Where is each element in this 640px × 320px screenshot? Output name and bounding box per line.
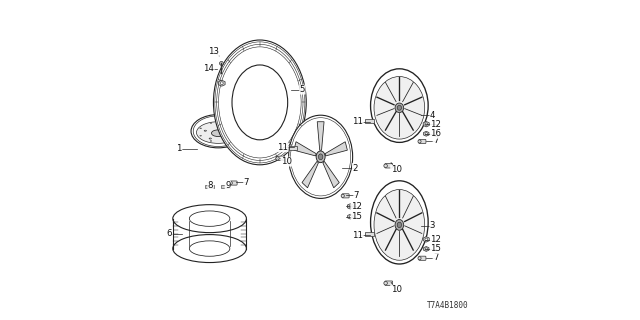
Ellipse shape (316, 151, 325, 163)
Text: 11: 11 (352, 231, 364, 240)
Text: 15: 15 (430, 244, 442, 253)
Circle shape (349, 215, 351, 218)
Text: 11: 11 (352, 117, 364, 126)
Text: 7: 7 (433, 136, 438, 145)
Circle shape (418, 257, 421, 260)
Circle shape (384, 164, 387, 168)
Ellipse shape (200, 135, 202, 136)
Polygon shape (424, 246, 429, 252)
FancyBboxPatch shape (205, 185, 214, 188)
Polygon shape (348, 204, 353, 209)
Text: 11: 11 (277, 143, 288, 152)
Text: 8: 8 (208, 181, 213, 190)
FancyBboxPatch shape (230, 181, 237, 185)
FancyBboxPatch shape (385, 164, 393, 168)
Polygon shape (325, 142, 348, 156)
Text: 10: 10 (390, 165, 402, 174)
Circle shape (341, 194, 344, 197)
Text: 12: 12 (430, 236, 442, 244)
Ellipse shape (225, 138, 227, 139)
Ellipse shape (371, 69, 428, 142)
Circle shape (276, 157, 279, 160)
Ellipse shape (395, 103, 404, 113)
Text: 7: 7 (244, 178, 249, 187)
Text: 5: 5 (300, 85, 305, 94)
Ellipse shape (217, 125, 220, 126)
Ellipse shape (289, 115, 353, 198)
FancyBboxPatch shape (289, 146, 297, 149)
Ellipse shape (211, 130, 225, 137)
Ellipse shape (230, 130, 232, 131)
Text: 15: 15 (351, 212, 362, 221)
Text: 1: 1 (177, 144, 182, 153)
Ellipse shape (397, 105, 401, 110)
Polygon shape (323, 161, 339, 188)
Ellipse shape (200, 128, 202, 129)
Circle shape (425, 123, 428, 125)
Text: 16: 16 (430, 129, 442, 138)
Ellipse shape (374, 189, 425, 260)
Ellipse shape (214, 40, 307, 165)
Text: 4: 4 (430, 111, 435, 120)
Ellipse shape (196, 122, 240, 143)
Ellipse shape (204, 130, 207, 131)
Ellipse shape (235, 135, 237, 136)
Polygon shape (424, 131, 429, 136)
Text: 2: 2 (353, 164, 358, 172)
Circle shape (349, 205, 352, 208)
Polygon shape (294, 142, 316, 156)
Text: 6: 6 (167, 229, 172, 238)
Ellipse shape (371, 181, 428, 264)
FancyBboxPatch shape (365, 119, 374, 123)
Polygon shape (423, 122, 429, 127)
FancyBboxPatch shape (365, 232, 374, 236)
Text: 13: 13 (208, 47, 219, 56)
Ellipse shape (374, 76, 425, 139)
Ellipse shape (225, 123, 227, 124)
Ellipse shape (395, 220, 404, 230)
FancyBboxPatch shape (419, 139, 426, 143)
Text: 3: 3 (430, 221, 435, 230)
Text: 10: 10 (281, 157, 292, 166)
Text: 7: 7 (433, 253, 438, 262)
Ellipse shape (210, 140, 212, 141)
Circle shape (229, 181, 232, 185)
Polygon shape (302, 161, 319, 188)
Text: T7A4B1800: T7A4B1800 (427, 301, 468, 310)
Text: 7: 7 (354, 191, 359, 200)
FancyBboxPatch shape (277, 156, 285, 161)
Text: 12: 12 (430, 120, 442, 129)
Ellipse shape (209, 138, 211, 139)
Ellipse shape (225, 140, 227, 141)
Circle shape (418, 140, 421, 143)
FancyBboxPatch shape (419, 256, 426, 260)
FancyBboxPatch shape (342, 194, 349, 198)
Ellipse shape (397, 222, 401, 228)
Text: 10: 10 (390, 285, 402, 294)
Polygon shape (348, 214, 353, 219)
Ellipse shape (291, 118, 351, 196)
Text: 14: 14 (203, 64, 214, 73)
Circle shape (384, 282, 387, 285)
Text: 9: 9 (225, 181, 230, 190)
Polygon shape (317, 122, 324, 150)
Polygon shape (423, 237, 429, 242)
FancyBboxPatch shape (385, 281, 393, 285)
Ellipse shape (232, 65, 288, 140)
Text: 12: 12 (351, 202, 362, 211)
FancyBboxPatch shape (221, 185, 230, 188)
Circle shape (220, 82, 223, 84)
Circle shape (425, 248, 428, 250)
Ellipse shape (319, 154, 323, 160)
Ellipse shape (235, 128, 237, 129)
Circle shape (425, 238, 428, 241)
Circle shape (220, 61, 223, 65)
Ellipse shape (210, 123, 212, 124)
Circle shape (425, 132, 428, 135)
Polygon shape (218, 80, 225, 86)
